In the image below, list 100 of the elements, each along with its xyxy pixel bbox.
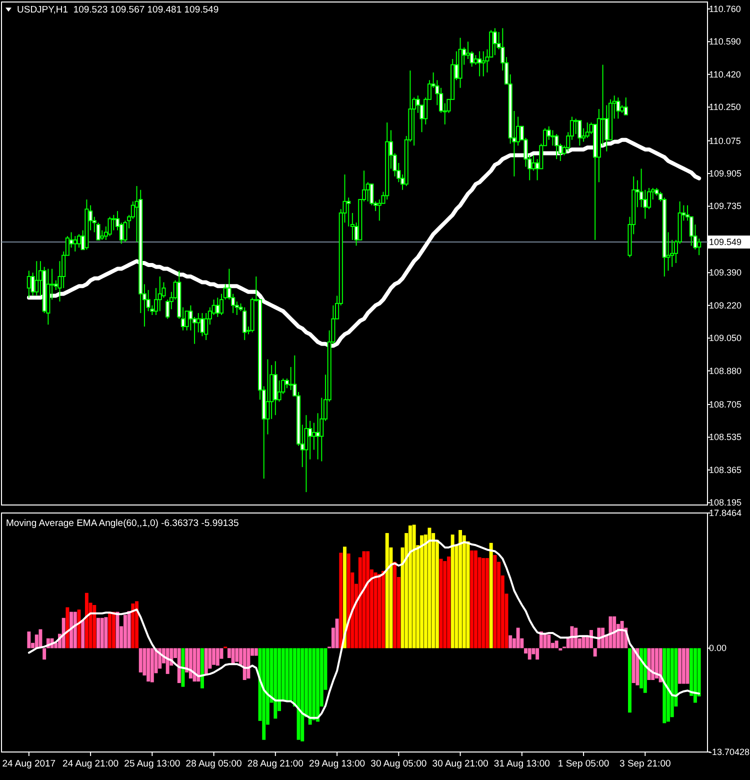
bar [654,648,658,678]
bar [66,607,70,648]
y-tick-label: 110.250 [709,102,741,112]
bar [662,648,666,724]
y-tick-label: 110.075 [709,136,741,146]
bar [536,648,540,660]
bar [262,648,266,740]
x-tick-label: 24 Aug 2017 [2,758,56,770]
bar [666,648,670,722]
y-tick-label: 109.220 [709,300,742,310]
bar [470,550,474,648]
x-tick-label: 25 Aug 13:00 [124,758,180,770]
candlestick [308,420,312,460]
candlestick [200,312,204,337]
bar [420,535,424,648]
bar [339,552,343,648]
bar [138,648,142,672]
x-tick-label: 28 Aug 05:00 [186,758,242,770]
bar [246,648,250,678]
candlestick [616,96,620,120]
bar [42,648,46,660]
bar [100,618,104,648]
x-tick-label: 31 Aug 13:00 [494,758,550,770]
candlestick [478,50,482,77]
bar [135,601,138,648]
bar [308,648,312,725]
bar [447,556,450,648]
bar [636,648,640,686]
bar [108,612,112,648]
bar [408,525,412,648]
x-tick-label: 1 Sep 05:00 [558,758,610,770]
candlestick [304,414,308,493]
bar [486,558,489,648]
candlestick [242,306,247,341]
bar [242,648,246,680]
bar [508,635,512,648]
bar [678,648,682,684]
candlestick [346,197,351,227]
line-series [28,540,700,719]
bar [346,554,350,648]
bar [231,648,235,664]
candlestick [266,358,270,435]
y-tick-label: 110.760 [709,4,741,14]
candlestick [474,54,478,66]
bar [192,648,196,682]
candlestick [624,96,628,116]
bar [285,648,289,700]
bar [393,562,397,648]
y-tick-label: 109.905 [709,168,742,179]
y-tick-label: 17.8464 [709,508,742,518]
candlestick [216,297,220,318]
bar [482,558,486,648]
bar [651,648,655,680]
candlestick [585,122,590,138]
candlestick [574,118,578,135]
ref-line-label: 109.549 [709,237,742,248]
bar [212,648,216,665]
y-tick-label: -13.70428 [709,747,750,757]
bar [200,648,204,688]
candlestick [108,216,112,237]
bar [312,648,316,720]
bar [620,620,624,648]
bar [378,574,382,648]
bar [343,546,346,648]
bar [96,618,100,648]
candlestick [312,422,316,450]
x-tick-label: 24 Aug 21:00 [62,758,119,770]
bar [385,533,389,648]
y-tick-label: 108.705 [709,400,742,410]
candlestick [492,28,497,56]
bar [62,618,66,648]
bar [593,648,597,657]
x-tick-label: 30 Aug 21:00 [432,758,488,770]
bar [274,648,278,719]
candlestick [697,238,702,256]
bar [127,611,131,648]
bar [112,612,116,648]
candlestick [112,214,116,231]
candlestick [531,154,536,172]
candlestick [316,412,320,460]
x-tick-label: 29 Aug 13:00 [309,758,366,770]
y-tick-label: 0.00 [709,643,727,654]
bar [204,648,208,676]
bar [254,648,258,656]
y-tick-label: 110.420 [709,69,741,80]
bar [382,570,385,648]
text: Moving Average EMA Angle(60,,1,0) -6.36373 -5.99135 [6,518,239,528]
bar [296,648,300,740]
bar [628,648,632,713]
bar [428,528,432,648]
bar [335,618,339,648]
bar [554,640,558,648]
bar [73,612,77,648]
bar [146,648,150,682]
y-tick-label: 109.050 [709,333,742,344]
bar [493,555,497,648]
candlestick [76,234,82,248]
candlestick [578,120,582,146]
x-tick-label: 28 Aug 21:00 [247,758,304,770]
bar [632,648,636,684]
